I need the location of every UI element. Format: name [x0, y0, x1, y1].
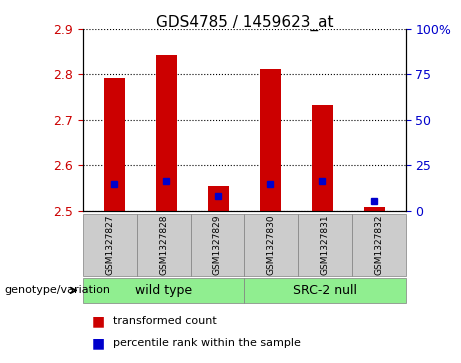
Bar: [312, 105, 333, 211]
Text: ■: ■: [92, 314, 105, 328]
Bar: [156, 55, 177, 211]
Text: percentile rank within the sample: percentile rank within the sample: [113, 338, 301, 348]
Text: GSM1327827: GSM1327827: [106, 215, 114, 275]
Bar: [104, 78, 124, 211]
Text: ■: ■: [92, 336, 105, 350]
Text: GSM1327829: GSM1327829: [213, 215, 222, 275]
Text: GSM1327830: GSM1327830: [267, 215, 276, 276]
Text: wild type: wild type: [135, 284, 192, 297]
Text: GSM1327828: GSM1327828: [159, 215, 168, 275]
Text: genotype/variation: genotype/variation: [5, 285, 111, 295]
Bar: [260, 69, 281, 211]
Text: transformed count: transformed count: [113, 316, 217, 326]
Text: GSM1327831: GSM1327831: [320, 215, 330, 276]
Text: GSM1327832: GSM1327832: [374, 215, 383, 275]
Bar: [208, 187, 229, 211]
Bar: [364, 207, 385, 211]
Text: SRC-2 null: SRC-2 null: [293, 284, 357, 297]
Text: GDS4785 / 1459623_at: GDS4785 / 1459623_at: [155, 15, 333, 31]
